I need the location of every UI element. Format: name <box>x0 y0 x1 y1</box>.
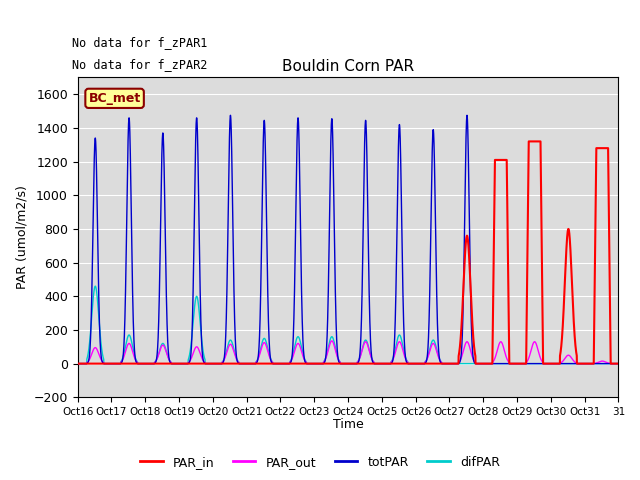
X-axis label: Time: Time <box>333 419 364 432</box>
Title: Bouldin Corn PAR: Bouldin Corn PAR <box>282 59 414 73</box>
Y-axis label: PAR (umol/m2/s): PAR (umol/m2/s) <box>15 185 28 289</box>
Text: No data for f_zPAR2: No data for f_zPAR2 <box>72 58 207 71</box>
Text: No data for f_zPAR1: No data for f_zPAR1 <box>72 36 207 49</box>
Legend: PAR_in, PAR_out, totPAR, difPAR: PAR_in, PAR_out, totPAR, difPAR <box>135 451 505 474</box>
Text: BC_met: BC_met <box>88 92 141 105</box>
